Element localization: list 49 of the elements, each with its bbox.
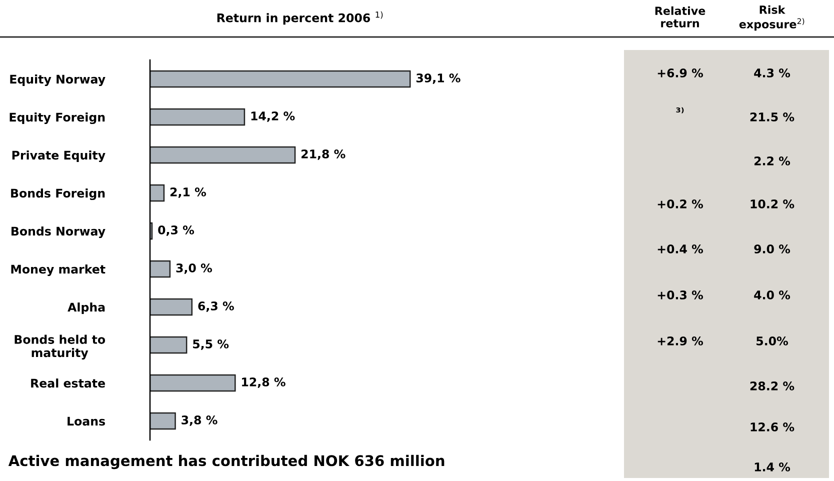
y-tick-label: Money market xyxy=(11,264,106,276)
bar xyxy=(150,184,165,202)
bar xyxy=(150,108,246,126)
bar xyxy=(150,412,176,430)
bar xyxy=(150,146,296,164)
text: +2.9 % xyxy=(658,336,703,346)
y-tick-label: Real estate xyxy=(31,378,105,388)
y-tick-label: Bonds Norway xyxy=(12,226,106,238)
text: Risk exposure$^{2)}$ xyxy=(739,5,804,31)
text: +6.9 % xyxy=(658,68,703,78)
text: ³⁾ xyxy=(676,107,684,114)
bar xyxy=(150,70,411,88)
text: +0.3 % xyxy=(658,290,703,300)
y-tick-label: Bonds held to maturity xyxy=(14,334,106,360)
data-label: 3,0 % xyxy=(176,263,212,274)
y-tick-label: Equity Foreign xyxy=(10,112,105,124)
y-tick-label: Private Equity xyxy=(12,150,106,162)
data-label: 2,1 % xyxy=(170,187,206,198)
text: 5.0% xyxy=(756,336,788,346)
text: 21.5 % xyxy=(750,112,794,122)
y-tick-label: Equity Norway xyxy=(10,74,106,86)
y-tick-label: Alpha xyxy=(68,302,105,314)
text: 9.0 % xyxy=(754,244,790,254)
text: 2.2 % xyxy=(754,156,790,166)
chart-title: Return in percent 2006 $^{1)}$ xyxy=(217,11,383,25)
text: 10.2 % xyxy=(750,199,794,208)
text: 4.0 % xyxy=(754,290,790,300)
y-tick-label: Bonds Foreign xyxy=(11,188,105,200)
data-label: 3,8 % xyxy=(182,415,218,426)
data-label: 39,1 % xyxy=(416,73,460,84)
data-label: 6,3 % xyxy=(198,301,234,312)
text: Relative return xyxy=(655,6,706,28)
data-label: 5,5 % xyxy=(193,339,229,350)
bar xyxy=(150,298,193,316)
bar xyxy=(150,374,236,392)
text: 28.2 % xyxy=(750,381,794,390)
data-label: 0,3 % xyxy=(158,225,194,236)
text: +0.2 % xyxy=(658,199,703,208)
data-label: 21,8 % xyxy=(302,149,346,160)
data-label: 14,2 % xyxy=(251,111,295,122)
bar xyxy=(150,260,171,278)
text: +0.4 % xyxy=(658,244,703,254)
bar xyxy=(150,336,188,354)
y-tick-label: Loans xyxy=(68,416,105,426)
text: 12.6 % xyxy=(750,422,794,432)
text: Active management has contributed NOK 636 million xyxy=(8,454,444,470)
data-label: 12,8 % xyxy=(242,377,286,388)
text: 4.3 % xyxy=(754,68,790,78)
text: 1.4 % xyxy=(754,462,790,472)
